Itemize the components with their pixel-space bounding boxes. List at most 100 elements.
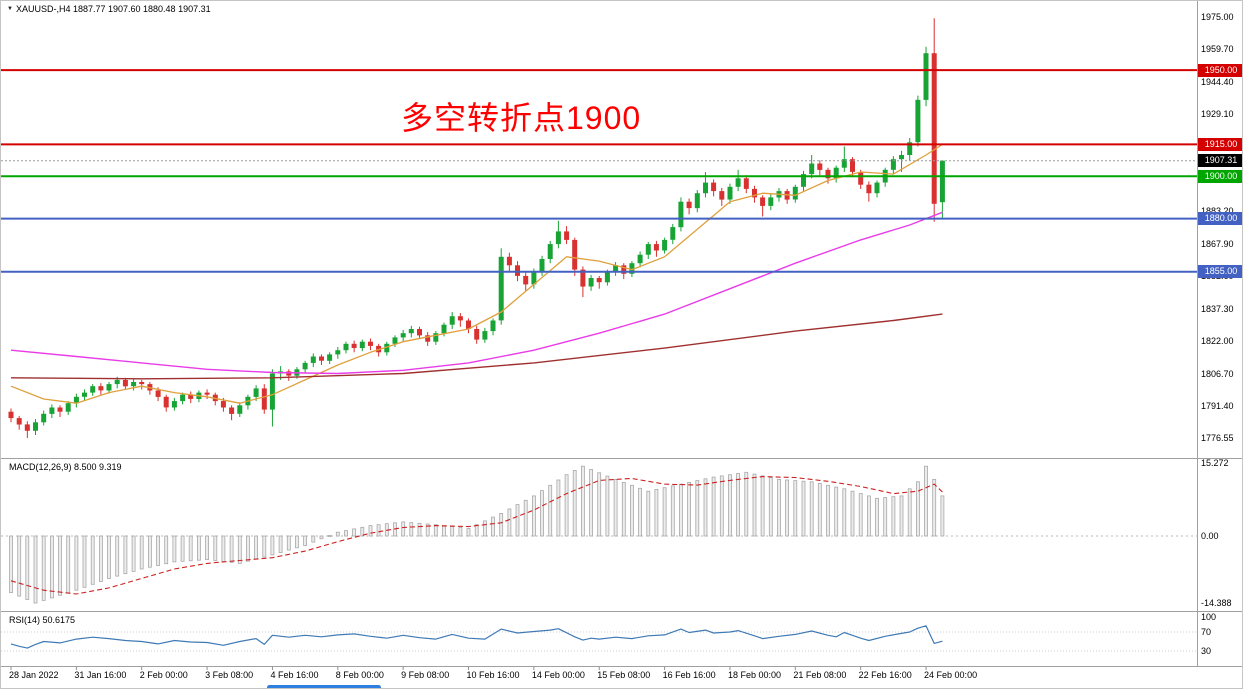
macd-bar [744,471,749,537]
candle [433,333,439,342]
candle [711,182,717,192]
macd-bar [482,520,487,537]
candle [743,178,749,189]
candle [204,392,210,395]
macd-bar [417,522,422,537]
candle [106,384,112,391]
macd-bar [327,535,332,537]
macd-bar [25,535,30,600]
candle [727,186,733,200]
candle [555,231,561,245]
macd-bar [17,535,22,597]
macd-bar [33,535,38,604]
macd-bar [858,493,863,537]
macd-bar [466,528,471,537]
candle [841,159,847,168]
candle [686,201,692,209]
macd-bar [768,477,773,537]
macd-bar [777,478,781,537]
macd-bar [654,488,659,537]
macd-bar [450,526,455,537]
macd-bar [532,495,536,537]
candle [678,201,684,228]
macd-bar [548,484,553,537]
candle [16,418,22,425]
candle [417,329,422,336]
candle [907,142,913,155]
candle [253,388,259,397]
macd-bar [752,473,757,537]
macd-bar [294,535,299,549]
macd-bar [703,478,708,537]
candle [425,335,431,342]
ma-fast-line [10,143,943,404]
macd-bar [66,535,71,594]
candle [171,401,177,408]
candle [735,178,741,187]
candle [24,424,30,431]
candle [122,379,128,387]
macd-bar [99,535,103,582]
macd-bar [58,535,62,596]
candle [139,382,145,385]
macd-bar [605,475,610,537]
candle [466,320,471,329]
collapse-triangle-icon[interactable]: ▼ [7,6,13,12]
candle [49,407,55,414]
candle [449,316,455,325]
candle [319,356,324,361]
macd-bar [82,535,87,588]
candle [670,227,676,240]
candle [809,163,815,175]
candle [33,422,38,431]
macd-bar [621,481,626,537]
macd-bar [581,465,585,537]
candle [155,390,161,397]
candle [220,401,226,408]
candle [335,350,341,355]
macd-bar [670,485,675,537]
rsi-layer [1,625,1197,652]
candle [188,394,194,399]
candle [327,354,333,361]
candle [163,396,169,408]
macd-bar [809,481,814,537]
candle [408,329,414,334]
candlestick-layer [8,18,945,438]
candle [662,239,668,251]
macd-bar [719,475,724,537]
macd-bar [523,499,528,537]
candle [768,197,774,206]
macd-bar [50,535,54,599]
macd-bar [368,525,373,537]
macd-bar [793,480,798,537]
macd-bar [254,535,259,560]
macd-bar [270,535,275,556]
candle [866,184,872,194]
macd-bar [891,496,896,537]
macd-bar [131,535,136,572]
macd-bar [630,484,634,537]
candle [498,256,504,321]
candle [825,169,831,179]
candle [629,263,635,274]
macd-bar [172,535,177,563]
candle [98,386,104,391]
macd-bar [899,495,904,537]
macd-bar [515,504,520,537]
macd-bar [425,523,430,537]
macd-bar [352,528,357,537]
macd-bar [875,497,879,537]
macd-bar [474,524,479,537]
candle [792,186,798,200]
candle [621,265,627,274]
macd-bar [221,535,226,562]
candle [833,167,839,179]
macd-bar [556,479,561,537]
macd-bar [156,535,161,566]
candle [539,259,545,272]
macd-bar [458,527,463,537]
macd-bar [262,535,267,558]
macd-bar [728,474,732,537]
